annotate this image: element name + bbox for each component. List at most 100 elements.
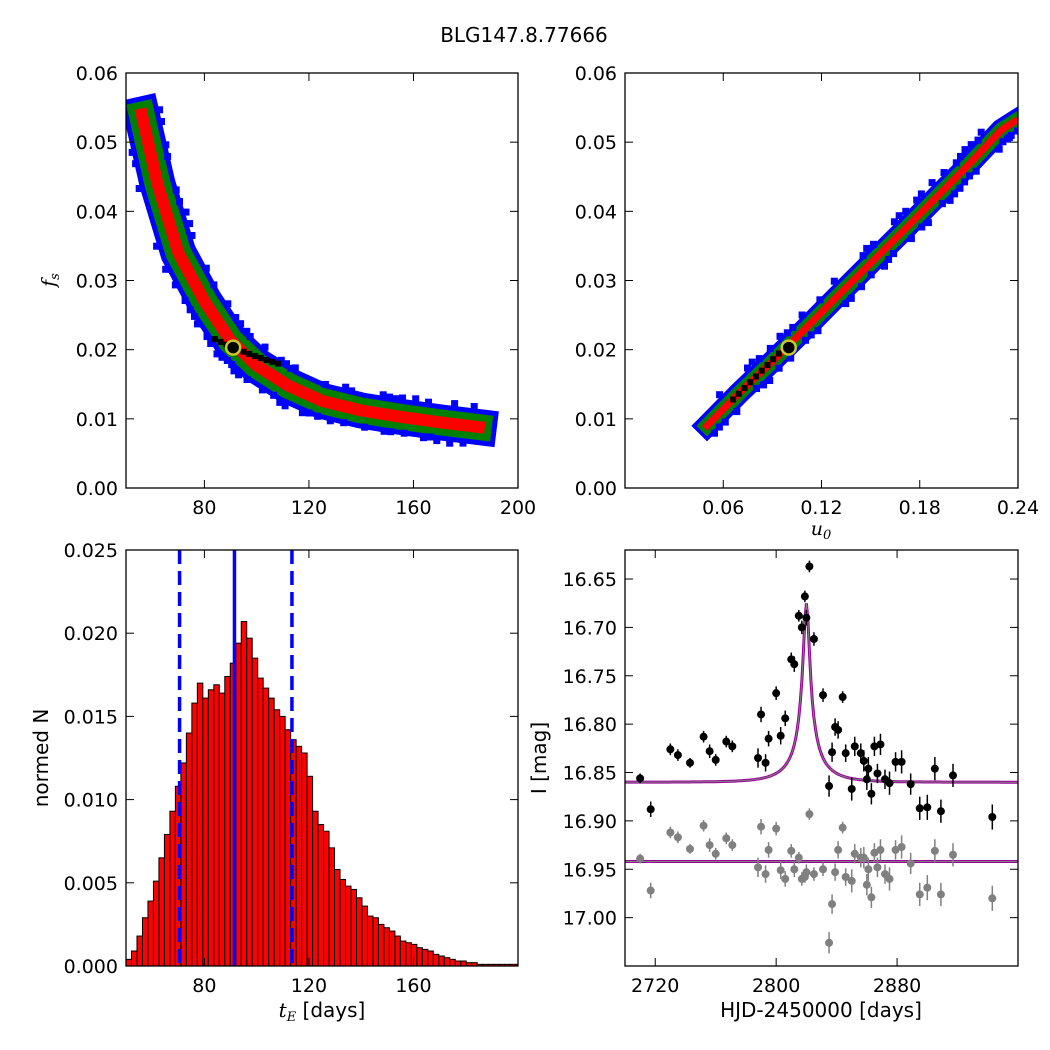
fs_vs_tE-confidence-region-core	[252, 353, 259, 359]
fs_vs_u0-confidence-pixel	[881, 262, 888, 270]
photometry-point	[930, 764, 939, 773]
fs_vs_u0-confidence-pixel	[890, 250, 898, 258]
panel-fs-vs-u0-ticks: 0.06 0.12 0.18 0.24 0.00 0.01 0.02 0.03 0.04 0.05…	[575, 63, 1039, 519]
residual-point	[805, 810, 814, 819]
panel-light-curve-frame	[624, 549, 1019, 967]
fs_vs_u0-confidence-region-core	[775, 350, 782, 357]
histogram-bar	[218, 692, 226, 966]
photometry-point	[876, 740, 885, 749]
fs_vs_u0-confidence-pixel	[952, 159, 960, 167]
fs_vs_tE-xtick-label: 80	[192, 497, 216, 519]
fs_vs_tE-confidence-pixel	[237, 320, 245, 328]
residual-point	[838, 823, 847, 832]
tE_histogram-xtick-label: 160	[395, 975, 431, 997]
photometry-point	[897, 757, 906, 766]
photometry-point	[949, 771, 958, 780]
light_curve-ytick-label: 16.65	[563, 569, 617, 591]
photometry-point	[856, 749, 865, 758]
histogram-bar	[306, 775, 314, 966]
fs_vs_u0-confidence-pixel	[789, 323, 797, 331]
tE_histogram-ytick-label: 0.025	[64, 540, 118, 562]
photometry-point	[828, 748, 837, 757]
fs_vs_u0-confidence-pixel	[842, 300, 850, 308]
fs_vs_tE-confidence-pixel	[232, 314, 240, 321]
fs_vs_u0-confidence-pixel	[907, 235, 915, 243]
residual-point	[876, 845, 885, 854]
fs_vs_tE-confidence-pixel	[223, 357, 231, 364]
histogram-bar	[312, 810, 319, 966]
histogram-bar	[224, 675, 231, 966]
fs_vs_tE-confidence-pixel	[420, 434, 427, 442]
light_curve-xtick-label: 2880	[873, 975, 921, 997]
photometry-point	[711, 755, 720, 764]
histogram-bar	[262, 687, 270, 966]
panel-light-curve-ticks: 2720 2800 2880 16.65 16.70 16.75 16.80 16.85 16.…	[563, 550, 1018, 997]
fs_vs_tE-confidence-pixel	[291, 364, 299, 372]
light_curve-ytick-label: 17.00	[563, 908, 617, 930]
fs_vs_tE-ytick-label: 0.05	[76, 132, 118, 154]
fs_vs_u0-confidence-pixel	[951, 190, 959, 198]
fs_vs_tE-confidence-pixel	[188, 232, 196, 239]
photometry-point	[809, 635, 818, 644]
residual-point	[936, 890, 945, 899]
light_curve-ytick-label: 16.85	[563, 763, 617, 785]
photometry-point	[841, 749, 850, 758]
fs_vs_tE-confidence-pixel	[182, 208, 190, 216]
photometry-point	[834, 725, 843, 734]
photometry-point	[764, 734, 773, 743]
fs_vs_tE-confidence-pixel	[172, 186, 180, 194]
fs_vs_tE-confidence-pixel	[433, 437, 441, 445]
photometry-point	[722, 737, 731, 746]
fs_vs_u0-confidence-region-core	[770, 356, 777, 363]
fs_vs_u0-confidence-pixel	[938, 200, 946, 208]
tE_histogram-xtick-label: 80	[192, 975, 216, 997]
fs_vs_u0-confidence-pixel	[802, 336, 809, 344]
fs_vs_tE-confidence-pixel	[400, 429, 408, 437]
photometry-point	[923, 803, 932, 812]
panel-tE-histogram-frame	[125, 549, 519, 967]
fs_vs_tE-confidence-pixel	[210, 281, 218, 289]
fs_vs_u0-confidence-pixel	[885, 256, 893, 263]
histogram-bar	[180, 762, 187, 966]
residual-point	[949, 850, 958, 859]
fs_vs_u0-ytick-label: 0.04	[575, 201, 617, 223]
histogram-bar	[169, 810, 176, 966]
histogram-bar	[152, 880, 160, 966]
fs_vs_u0-confidence-pixel	[1014, 127, 1018, 135]
photometry-point	[776, 731, 785, 740]
fs_vs_tE-confidence-region-core	[263, 357, 270, 363]
fs_vs_u0-confidence-pixel	[807, 331, 815, 339]
light_curve-ytick-label: 16.75	[563, 666, 617, 688]
photometry-point	[864, 764, 873, 773]
photometry-point	[885, 779, 894, 788]
fs_vs_u0-confidence-pixel	[1007, 131, 1015, 139]
panel-tE-histogram: 80 120 160 0.000 0.005 0.010 0.015 0.020 0.025 n…	[29, 540, 519, 1025]
fs_vs_u0-confidence-pixel	[847, 294, 855, 302]
residual-point	[794, 853, 803, 862]
photometry-point	[757, 710, 766, 719]
photometry-point	[685, 758, 694, 767]
residual-point	[864, 865, 873, 874]
fs_vs_u0-confidence-pixel	[721, 418, 729, 426]
fs_vs_u0-confidence-pixel	[715, 423, 723, 431]
fs_vs_u0-confidence-pixel	[956, 184, 964, 192]
light_curve-ytick-label: 16.70	[563, 617, 617, 639]
fs_vs_u0-ytick-label: 0.02	[575, 340, 617, 362]
histogram-bar	[196, 682, 204, 966]
histogram-bar	[284, 729, 292, 966]
histogram-bar	[388, 930, 396, 966]
fs_vs_u0-confidence-pixel	[924, 219, 932, 227]
histogram-bar	[158, 857, 165, 966]
histogram-bar	[405, 942, 412, 966]
fs_vs_tE-confidence-pixel	[399, 394, 406, 402]
histogram-bar	[323, 830, 330, 966]
fs_vs_tE-confidence-pixel	[243, 376, 251, 383]
fs_vs_tE-confidence-region-core	[275, 360, 282, 367]
histogram-bar	[257, 677, 264, 966]
light_curve-ytick-label: 16.80	[563, 714, 617, 736]
histogram-bar	[191, 702, 198, 966]
fs_vs_tE-confidence-pixel	[230, 367, 238, 375]
panel-fs-vs-tE: 80 120 160 2000.000.010.020.030.040.050.06 …	[38, 63, 536, 519]
fs_vs_tE-confidence-pixel	[132, 160, 140, 168]
histogram-bar	[273, 709, 281, 966]
